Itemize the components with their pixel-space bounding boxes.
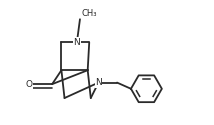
Text: N: N (73, 38, 80, 47)
Text: N: N (95, 78, 102, 87)
Text: CH₃: CH₃ (82, 10, 97, 18)
Text: O: O (26, 80, 33, 89)
